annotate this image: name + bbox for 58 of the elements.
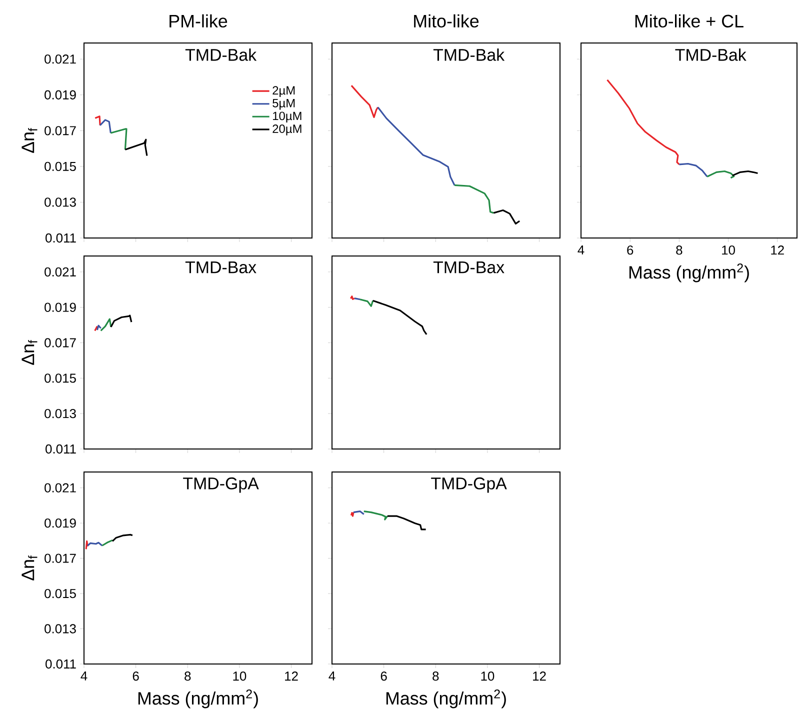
- y-axis-title: Δn$_{f}$: [22, 128, 38, 153]
- x-tick-label: 6: [380, 672, 387, 681]
- line-series: [100, 318, 112, 332]
- chart-subtitle: TMD-Bak: [675, 48, 746, 61]
- legend-label: 20µM: [272, 124, 302, 136]
- chart-title: Mito-like + CL: [635, 14, 744, 28]
- y-tick-label: 0.017: [44, 126, 76, 136]
- x-tick-label: 10: [233, 672, 246, 681]
- x-tick-label: 10: [481, 672, 494, 681]
- x-tick-label: 4: [578, 246, 584, 254]
- y-tick-label: 0.021: [44, 483, 76, 492]
- y-axis-title: Δn$_{f}$: [22, 340, 38, 365]
- chart-subtitle: TMD-Bax: [433, 261, 504, 274]
- y-axis-title: Δn$_{f}$: [22, 556, 38, 580]
- y-tick-label: 0.013: [44, 408, 76, 418]
- x-tick-label: 12: [771, 246, 784, 255]
- x-tick-label: 4: [80, 672, 88, 680]
- x-tick-label: 8: [184, 672, 191, 681]
- legend-label: 10µM: [273, 112, 302, 123]
- chart-subtitle: TMD-Bak: [433, 48, 505, 61]
- y-tick-label: 0.015: [44, 588, 76, 598]
- x-tick-label: 8: [432, 672, 439, 681]
- line-series: [124, 138, 148, 156]
- line-series: [112, 534, 134, 542]
- chart-title: PM-like: [170, 14, 228, 28]
- x-tick-label: 4: [328, 672, 336, 680]
- y-tick-label: 0.015: [44, 162, 76, 172]
- y-tick-label: 0.013: [44, 624, 76, 634]
- y-tick-label: 0.019: [44, 302, 76, 312]
- x-axis-title: Mass (ng/mm$^{2}$): [138, 690, 258, 708]
- y-tick-label: 0.015: [44, 374, 76, 383]
- chart-subtitle: TMD-GpA: [431, 477, 507, 493]
- chart-subtitle: TMD-Bax: [185, 261, 256, 274]
- x-tick-label: 10: [722, 246, 735, 255]
- x-tick-label: 6: [627, 246, 634, 255]
- line-series: [99, 119, 112, 134]
- y-tick-label: 0.019: [44, 90, 76, 100]
- line-series: [110, 314, 132, 328]
- y-tick-label: 0.017: [44, 338, 76, 348]
- y-tick-label: 0.021: [44, 54, 76, 64]
- y-tick-label: 0.011: [46, 233, 76, 243]
- legend-label: 5µM: [272, 99, 295, 110]
- y-tick-label: 0.017: [44, 554, 76, 563]
- x-tick-label: 6: [132, 672, 139, 681]
- y-tick-label: 0.021: [44, 267, 76, 277]
- y-tick-label: 0.011: [46, 659, 76, 669]
- chart-title: Mito-like: [414, 14, 479, 28]
- y-tick-label: 0.011: [46, 444, 76, 454]
- x-axis-title: Mass (ng/mm$^{2}$): [386, 690, 506, 708]
- legend-label: 2µM: [272, 86, 295, 98]
- x-tick-label: 8: [676, 246, 682, 255]
- x-axis-title: Mass (ng/mm$^{2}$): [629, 264, 749, 282]
- x-tick-label: 12: [533, 672, 546, 681]
- chart-subtitle: TMD-GpA: [183, 477, 259, 493]
- y-tick-label: 0.013: [44, 198, 76, 207]
- chart-subtitle: TMD-Bak: [185, 48, 257, 61]
- x-tick-label: 12: [285, 672, 298, 681]
- y-tick-label: 0.019: [44, 518, 76, 528]
